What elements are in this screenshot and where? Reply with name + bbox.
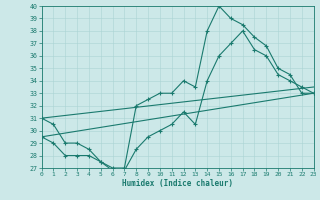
X-axis label: Humidex (Indice chaleur): Humidex (Indice chaleur) bbox=[122, 179, 233, 188]
